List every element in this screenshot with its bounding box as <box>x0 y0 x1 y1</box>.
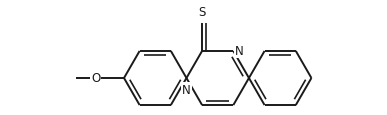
Text: N: N <box>182 83 191 96</box>
Text: S: S <box>199 6 206 19</box>
Text: O: O <box>91 72 101 85</box>
Text: N: N <box>235 45 244 58</box>
